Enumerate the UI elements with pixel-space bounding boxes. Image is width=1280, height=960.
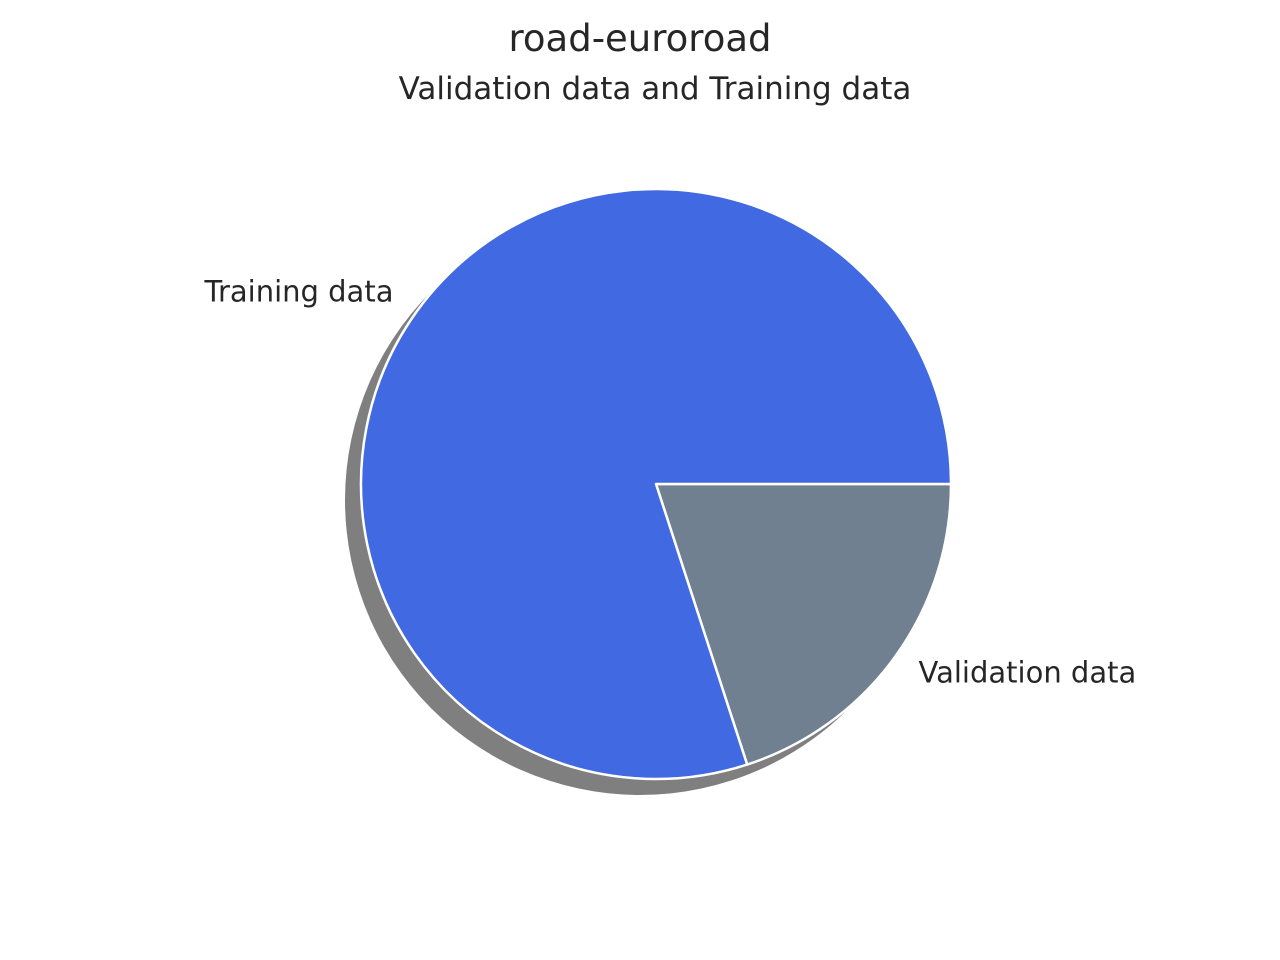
- chart-subtitle: Validation data and Training data: [399, 71, 912, 107]
- pie-labels: Validation data Training data: [204, 274, 1137, 689]
- pie-label-validation-data: Validation data: [919, 656, 1137, 690]
- pie-slice-validation-data: [654, 482, 953, 766]
- pie-label-training-data: Training data: [204, 274, 394, 308]
- chart-title: road-euroroad: [509, 17, 772, 60]
- pie-slice-training-data: [359, 187, 953, 781]
- pie-slices: [359, 187, 953, 781]
